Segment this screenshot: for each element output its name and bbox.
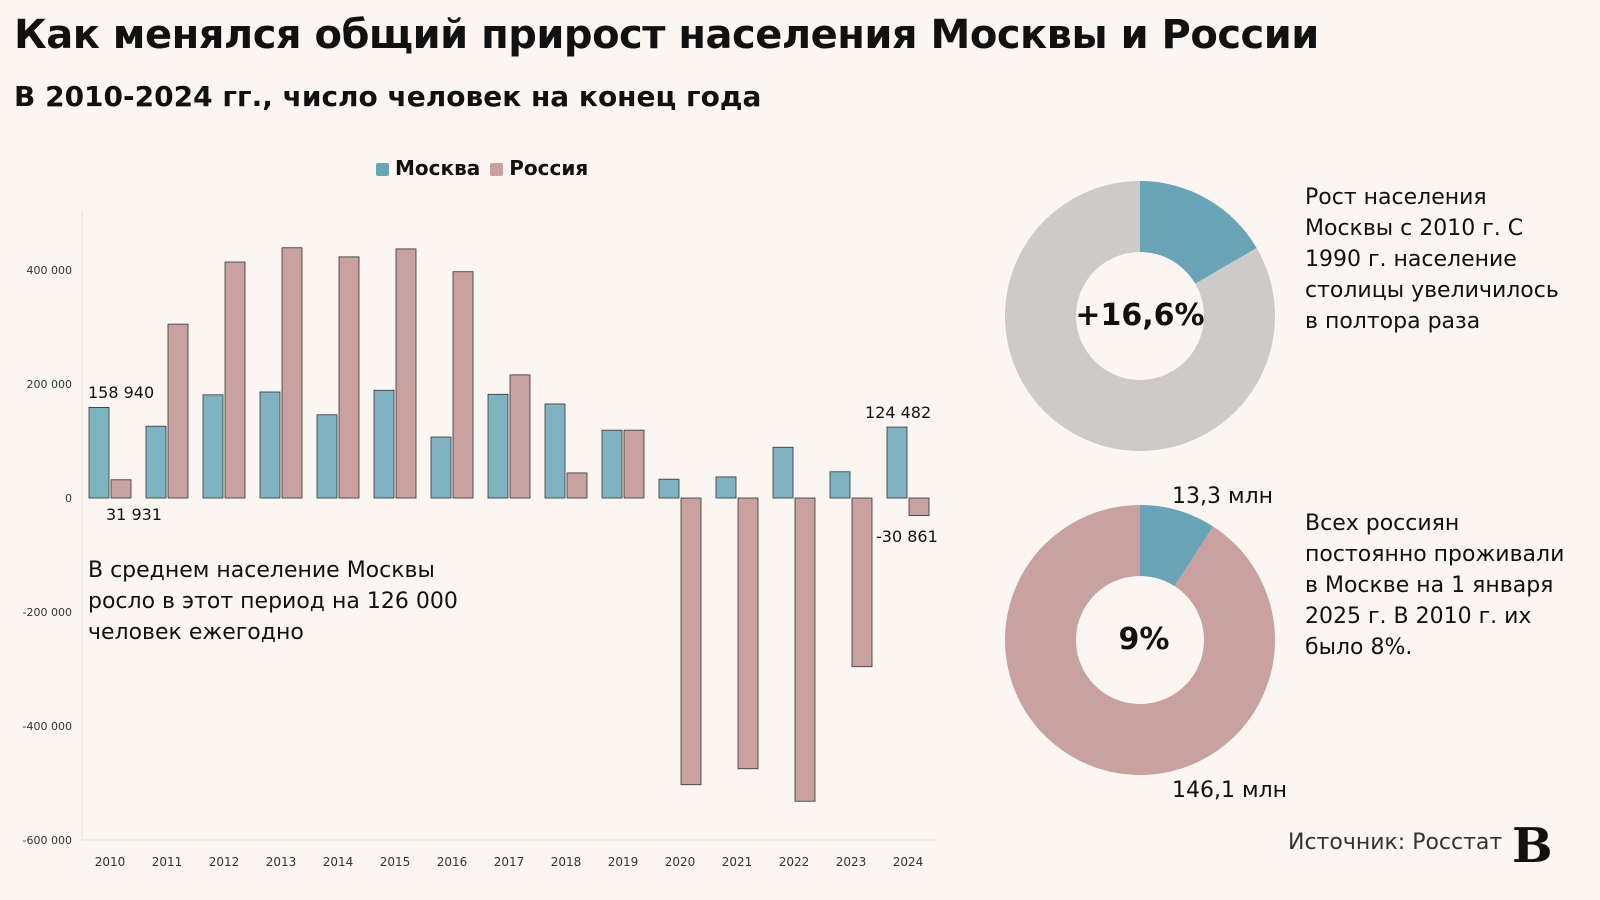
y-tick-label: -400 000 bbox=[23, 720, 72, 733]
pie2-label-moscow: 13,3 млн bbox=[1172, 484, 1274, 509]
bar-moscow bbox=[202, 394, 224, 499]
bar-russia bbox=[737, 497, 759, 770]
data-label: 124 482 bbox=[865, 403, 931, 422]
pie2-slice bbox=[1005, 505, 1275, 775]
pie1-text: Рост населения Москвы с 2010 г. С 1990 г… bbox=[1305, 185, 1559, 334]
legend-russia: Россия bbox=[490, 156, 588, 180]
x-tick-label: 2022 bbox=[779, 855, 810, 869]
bar-moscow bbox=[772, 446, 794, 499]
x-tick-label: 2016 bbox=[437, 855, 468, 869]
bar-moscow bbox=[259, 391, 281, 499]
bar-russia bbox=[281, 247, 303, 499]
bar-russia bbox=[224, 261, 246, 499]
bar-russia bbox=[566, 472, 588, 499]
x-tick-label: 2015 bbox=[380, 855, 411, 869]
bar-russia bbox=[623, 429, 645, 499]
bar-moscow bbox=[430, 436, 452, 499]
bar-russia bbox=[452, 271, 474, 499]
legend-label: Россия bbox=[509, 156, 589, 180]
x-tick-label: 2011 bbox=[152, 855, 183, 869]
x-tick-label: 2013 bbox=[266, 855, 297, 869]
x-tick-label: 2023 bbox=[836, 855, 867, 869]
source: Источник: Росстат bbox=[1288, 830, 1503, 855]
bar-russia bbox=[794, 497, 816, 802]
data-label: 158 940 bbox=[88, 383, 154, 402]
bar-russia bbox=[395, 248, 417, 499]
x-tick-label: 2024 bbox=[893, 855, 924, 869]
legend-moscow: Москва bbox=[376, 156, 480, 180]
bar-russia bbox=[908, 497, 930, 516]
page-subtitle: В 2010-2024 гг., число человек на конец … bbox=[14, 80, 762, 113]
bar-russia bbox=[110, 479, 132, 499]
bar-moscow bbox=[544, 403, 566, 499]
bar-moscow bbox=[316, 414, 338, 499]
annotation: В среднем население Москвы росло в этот … bbox=[88, 558, 458, 645]
bar-russia bbox=[509, 374, 531, 499]
y-tick-label: 0 bbox=[65, 492, 72, 505]
bar-moscow bbox=[487, 393, 509, 499]
bar-moscow bbox=[601, 429, 623, 499]
x-tick-label: 2019 bbox=[608, 855, 639, 869]
bar-russia bbox=[851, 497, 873, 668]
pie2-center-label: 9% bbox=[1118, 622, 1170, 657]
pie1-slice bbox=[1140, 181, 1257, 284]
y-tick-label: -600 000 bbox=[23, 834, 72, 847]
x-tick-label: 2012 bbox=[209, 855, 240, 869]
y-tick-label: 200 000 bbox=[27, 378, 73, 391]
bar-moscow bbox=[145, 425, 167, 499]
bar-russia bbox=[338, 256, 360, 499]
legend-label: Москва bbox=[395, 156, 481, 180]
bar-moscow bbox=[715, 476, 737, 499]
x-tick-label: 2018 bbox=[551, 855, 582, 869]
y-tick-label: -200 000 bbox=[23, 606, 72, 619]
legend: Москва Россия bbox=[376, 156, 588, 180]
vedomosti-logo: В bbox=[1512, 818, 1553, 874]
data-label: -30 861 bbox=[876, 527, 938, 546]
page-title: Как менялся общий прирост населения Моск… bbox=[14, 12, 1319, 58]
bar-moscow bbox=[829, 471, 851, 499]
y-tick-label: 400 000 bbox=[27, 264, 73, 277]
pie1-center-label: +16,6% bbox=[1075, 298, 1205, 333]
pie1-slice bbox=[1004, 181, 1275, 452]
pie2-label-russia: 146,1 млн bbox=[1172, 778, 1288, 803]
x-tick-label: 2014 bbox=[323, 855, 354, 869]
data-label: 31 931 bbox=[106, 505, 162, 524]
bar-russia bbox=[680, 497, 702, 786]
bar-russia bbox=[167, 323, 189, 499]
x-tick-label: 2020 bbox=[665, 855, 696, 869]
x-tick-label: 2021 bbox=[722, 855, 753, 869]
bar-moscow bbox=[373, 389, 395, 499]
pie2-slice bbox=[1140, 505, 1214, 587]
legend-swatch-moscow bbox=[376, 163, 389, 176]
bar-moscow bbox=[886, 426, 908, 499]
bar-moscow bbox=[658, 478, 680, 499]
pie2-text: Всех россиян постоянно проживали в Москв… bbox=[1305, 511, 1565, 660]
bar-moscow bbox=[88, 407, 110, 499]
x-tick-label: 2010 bbox=[95, 855, 126, 869]
legend-swatch-russia bbox=[490, 163, 504, 176]
x-tick-label: 2017 bbox=[494, 855, 525, 869]
